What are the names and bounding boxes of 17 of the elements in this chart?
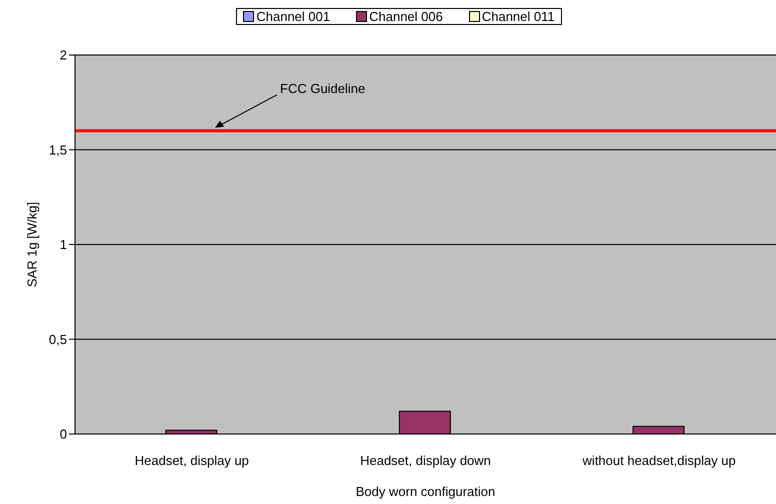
bar [165, 430, 218, 434]
y-tick-label: 0 [60, 426, 67, 442]
bar [398, 410, 451, 434]
legend-label: Channel 006 [368, 9, 443, 24]
x-tick-label: Headset, display up [134, 453, 249, 468]
y-tick-label: 1,5 [48, 142, 67, 158]
ref-line-label: FCC Guideline [280, 80, 366, 96]
legend-label: Channel 001 [255, 9, 330, 24]
y-tick-label: 2 [60, 48, 67, 63]
x-tick-label: Headset, display down [360, 453, 491, 468]
legend-label: Channel 011 [480, 9, 555, 24]
y-axis-title: SAR 1g [W/kg] [24, 202, 40, 288]
x-tick-label: without headset,display up [582, 453, 736, 468]
y-tick-label: 1 [60, 237, 67, 252]
bar [632, 426, 685, 434]
y-tick-label: 0,5 [48, 332, 67, 347]
x-axis-title: Body worn configuration [356, 484, 496, 499]
